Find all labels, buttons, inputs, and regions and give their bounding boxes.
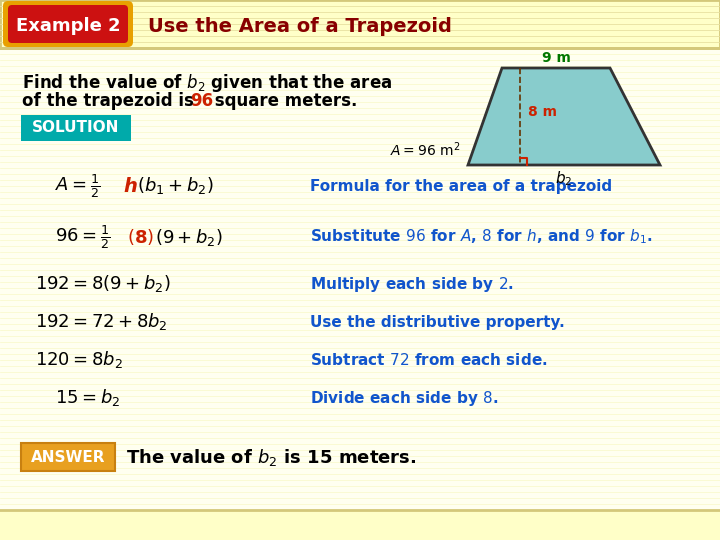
Text: SOLUTION: SOLUTION bbox=[32, 120, 120, 136]
FancyBboxPatch shape bbox=[0, 510, 720, 540]
Text: $A = \frac{1}{2}$: $A = \frac{1}{2}$ bbox=[55, 172, 100, 200]
Text: Use the Area of a Trapezoid: Use the Area of a Trapezoid bbox=[148, 17, 452, 36]
Text: Example 2: Example 2 bbox=[16, 17, 120, 35]
Text: 8 m: 8 m bbox=[528, 105, 557, 118]
Text: $96 = \frac{1}{2}$: $96 = \frac{1}{2}$ bbox=[55, 223, 110, 251]
Text: Find the value of $b_2$ given that the area: Find the value of $b_2$ given that the a… bbox=[22, 72, 392, 94]
Text: $b_2$: $b_2$ bbox=[555, 169, 572, 188]
Text: Formula for the area of a trapezoid: Formula for the area of a trapezoid bbox=[310, 179, 612, 193]
Text: Substitute $96$ for $\mathit{A}$, $8$ for $\mathit{h}$, and $9$ for $b_1$.: Substitute $96$ for $\mathit{A}$, $8$ fo… bbox=[310, 228, 653, 246]
Text: $(\mathbf{8})$: $(\mathbf{8})$ bbox=[127, 227, 154, 247]
Text: $120 = 8b_2$: $120 = 8b_2$ bbox=[35, 349, 123, 370]
Text: $192 = 8(9 + b_2)$: $192 = 8(9 + b_2)$ bbox=[35, 273, 171, 294]
Text: ANSWER: ANSWER bbox=[31, 449, 105, 464]
Text: square meters.: square meters. bbox=[209, 92, 357, 110]
FancyBboxPatch shape bbox=[21, 443, 115, 471]
FancyBboxPatch shape bbox=[0, 0, 720, 48]
FancyBboxPatch shape bbox=[21, 115, 131, 141]
Text: Multiply each side by $2$.: Multiply each side by $2$. bbox=[310, 274, 514, 294]
Text: 9 m: 9 m bbox=[541, 51, 570, 65]
Text: Subtract $72$ from each side.: Subtract $72$ from each side. bbox=[310, 352, 548, 368]
Text: $192 = 72 + 8b_2$: $192 = 72 + 8b_2$ bbox=[35, 312, 168, 333]
Text: Use the distributive property.: Use the distributive property. bbox=[310, 314, 564, 329]
Text: Divide each side by $8$.: Divide each side by $8$. bbox=[310, 388, 498, 408]
Text: $(b_1 + b_2)$: $(b_1 + b_2)$ bbox=[137, 176, 213, 197]
Text: 96: 96 bbox=[190, 92, 213, 110]
Text: The value of $b_2$ is 15 meters.: The value of $b_2$ is 15 meters. bbox=[126, 447, 416, 468]
Text: $(9 + b_2)$: $(9 + b_2)$ bbox=[155, 226, 223, 247]
Text: $15 = b_2$: $15 = b_2$ bbox=[55, 388, 120, 408]
Text: of the trapezoid is: of the trapezoid is bbox=[22, 92, 199, 110]
Polygon shape bbox=[468, 68, 660, 165]
Text: $\bfit{h}$: $\bfit{h}$ bbox=[123, 177, 138, 195]
Text: $A = 96\ \mathrm{m}^2$: $A = 96\ \mathrm{m}^2$ bbox=[390, 141, 460, 159]
FancyBboxPatch shape bbox=[8, 5, 128, 43]
FancyBboxPatch shape bbox=[3, 1, 133, 47]
